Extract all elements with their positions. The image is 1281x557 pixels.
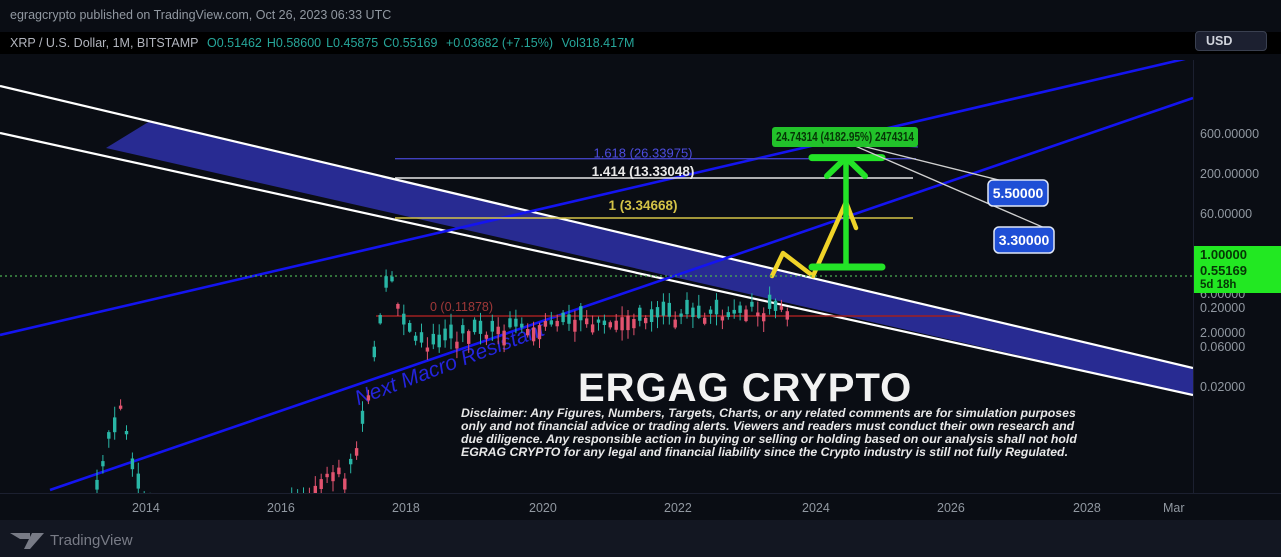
svg-text:3.30000: 3.30000 [999, 232, 1050, 248]
svg-text:1.618 (26.33975): 1.618 (26.33975) [593, 146, 692, 161]
svg-text:0 (0.11878): 0 (0.11878) [430, 300, 493, 314]
svg-text:1.414 (13.33048): 1.414 (13.33048) [592, 164, 695, 179]
svg-text:5.50000: 5.50000 [993, 185, 1044, 201]
svg-text:TradingView: TradingView [50, 532, 133, 549]
svg-text:24.74314 (4182.95%) 2474314: 24.74314 (4182.95%) 2474314 [776, 130, 914, 144]
svg-text:1 (3.34668): 1 (3.34668) [608, 198, 677, 213]
